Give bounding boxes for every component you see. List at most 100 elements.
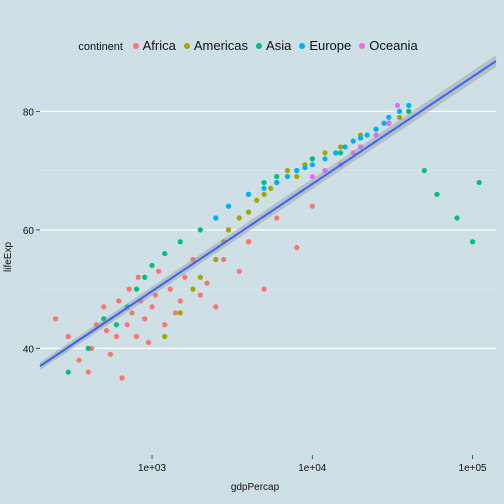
data-point-africa <box>149 304 155 310</box>
data-point-africa <box>182 274 188 280</box>
x-axis-title: gdpPercap <box>230 482 280 493</box>
data-point-africa <box>124 322 130 328</box>
data-point-europe <box>294 168 300 174</box>
data-point-europe <box>350 138 356 144</box>
data-point-americas <box>236 215 242 221</box>
data-point-europe <box>381 120 387 126</box>
data-point-africa <box>133 333 140 340</box>
data-point-oceania <box>357 144 364 150</box>
x-axis-ticks: 1e+03 1e+04 1e+05 <box>138 455 487 474</box>
data-point-americas <box>162 333 168 340</box>
data-point-africa <box>236 268 242 274</box>
data-point-europe <box>386 114 392 120</box>
data-point-africa <box>294 245 300 251</box>
data-point-africa <box>93 322 100 328</box>
data-point-americas <box>225 227 232 233</box>
data-point-europe <box>406 102 412 109</box>
data-point-europe <box>213 215 219 221</box>
x-tick-label: 1e+03 <box>138 463 167 474</box>
data-point-africa <box>85 369 91 375</box>
data-point-europe <box>284 173 291 180</box>
data-point-africa <box>142 316 148 322</box>
data-point-europe <box>309 162 315 168</box>
data-point-africa <box>156 268 162 274</box>
data-point-asia <box>476 179 482 186</box>
data-point-africa <box>197 292 203 298</box>
data-point-asia <box>101 316 107 322</box>
data-point-africa <box>162 322 168 328</box>
legend-item-asia: Asia <box>256 38 291 53</box>
data-point-asia <box>261 179 267 186</box>
data-point-africa <box>145 339 152 346</box>
data-point-europe <box>322 156 328 162</box>
data-point-oceania <box>350 150 356 156</box>
data-point-africa <box>103 327 110 334</box>
data-point-europe <box>373 126 379 132</box>
data-point-africa <box>177 298 183 304</box>
data-point-asia <box>113 322 120 328</box>
legend-label: Africa <box>142 38 176 53</box>
data-point-europe <box>396 108 403 114</box>
data-point-europe <box>364 132 370 138</box>
y-axis-ticks: 40 60 80 <box>23 107 40 355</box>
data-point-africa <box>113 333 120 340</box>
data-point-asia <box>421 168 427 174</box>
data-point-africa <box>52 316 59 322</box>
legend-item-europe: Europe <box>299 38 351 53</box>
data-point-africa <box>119 375 125 381</box>
data-point-asia <box>177 239 183 245</box>
data-point-africa <box>135 274 141 280</box>
data-point-europe <box>245 191 252 197</box>
data-point-africa <box>190 256 196 263</box>
data-point-africa <box>167 286 173 292</box>
data-point-asia <box>454 215 460 221</box>
data-point-asia <box>85 345 91 351</box>
data-point-asia <box>469 239 476 245</box>
data-point-europe <box>342 144 348 150</box>
data-point-africa <box>116 298 122 304</box>
data-point-europe <box>261 185 267 192</box>
data-point-africa <box>221 256 227 263</box>
legend-label: Americas <box>193 38 249 53</box>
data-point-americas <box>177 310 183 316</box>
data-point-americas <box>284 168 291 174</box>
legend-dot-asia <box>256 43 263 49</box>
legend-label: Oceania <box>369 38 418 53</box>
data-point-asia <box>142 274 148 280</box>
data-point-americas <box>245 209 252 215</box>
legend-dot-americas <box>183 43 190 49</box>
legend-label: Europe <box>309 38 352 53</box>
y-tick-label: 80 <box>23 107 35 118</box>
data-point-oceania <box>373 132 379 138</box>
data-point-americas <box>396 114 403 120</box>
data-point-asia <box>197 227 203 233</box>
data-point-africa <box>152 292 159 298</box>
legend-title: continent <box>78 41 123 53</box>
data-point-americas <box>213 256 219 263</box>
data-point-africa <box>76 357 82 363</box>
data-point-europe <box>274 179 280 186</box>
data-point-africa <box>107 351 114 357</box>
legend-item-americas: Americas <box>183 38 249 53</box>
y-tick-label: 40 <box>23 344 35 355</box>
trend-line-group <box>39 55 497 371</box>
data-points <box>52 102 482 381</box>
data-point-africa <box>126 286 132 292</box>
data-point-asia <box>309 156 315 162</box>
data-point-asia <box>406 108 412 114</box>
data-point-africa <box>274 215 280 221</box>
data-point-asia <box>434 191 440 197</box>
data-point-asia <box>162 250 168 257</box>
data-point-americas <box>294 173 300 180</box>
y-tick-label: 60 <box>23 226 35 237</box>
data-point-oceania <box>309 173 315 180</box>
data-point-asia <box>149 262 155 269</box>
data-point-americas <box>337 144 344 150</box>
data-point-americas <box>322 150 328 156</box>
legend-item-oceania: Oceania <box>359 38 418 53</box>
data-point-asia <box>274 173 280 180</box>
data-point-americas <box>197 274 203 280</box>
legend-item-africa: Africa <box>132 38 176 53</box>
data-point-africa <box>65 333 71 340</box>
